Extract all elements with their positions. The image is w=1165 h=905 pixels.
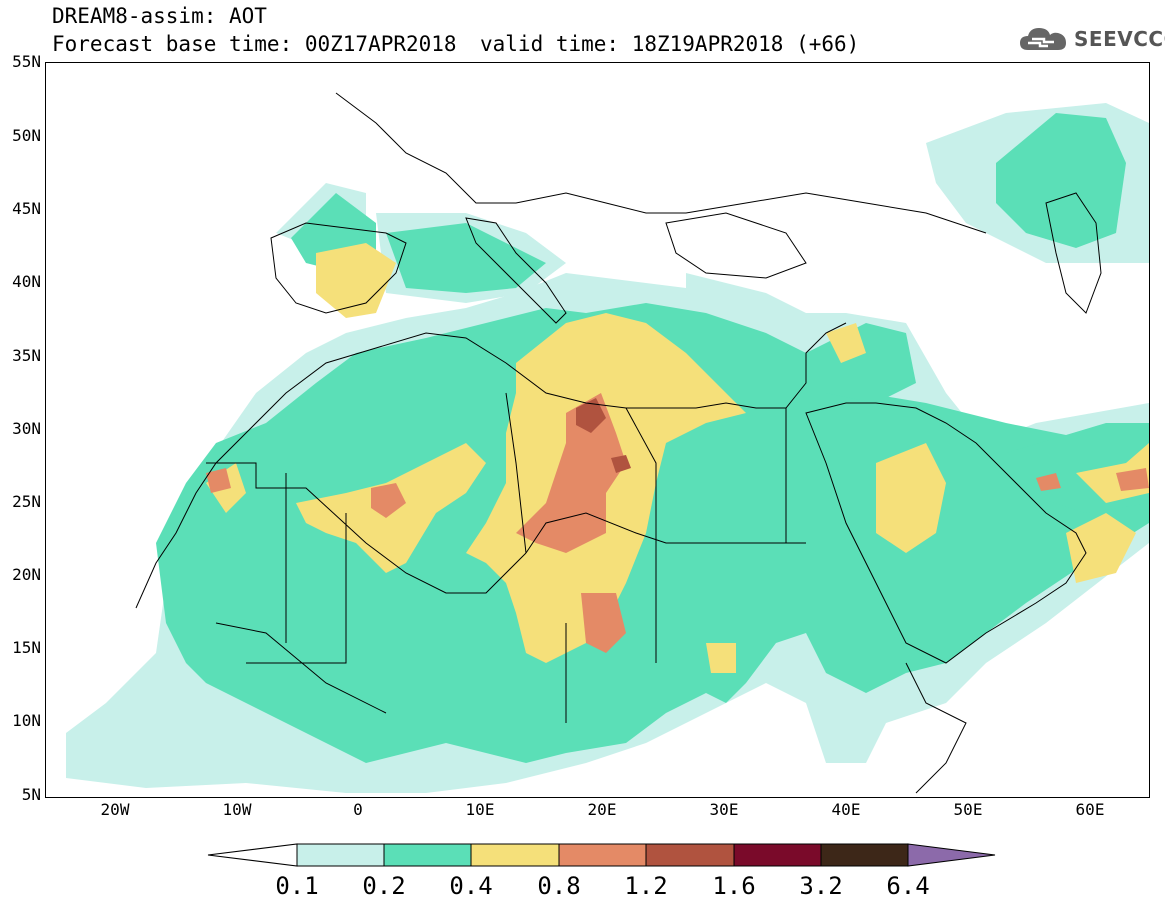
lat-label: 15N [12,638,41,657]
colorbar-segment [820,843,909,867]
lon-label: 10W [222,800,252,819]
seevccc-logo: SEEVCCC [1018,24,1165,54]
lon-label: 40E [831,800,861,819]
lat-label: 20N [12,565,41,584]
colorbar-label: 6.4 [886,872,930,900]
lat-label: 25N [12,492,41,511]
colorbar-label: 0.8 [537,872,581,900]
colorbar-label: 0.4 [449,872,493,900]
colorbar [207,843,996,867]
lon-label: 20W [100,800,130,819]
lat-label: 10N [12,711,41,730]
map-panel [45,62,1150,798]
lat-label: 30N [12,419,41,438]
aot-field-0.4 [206,243,1149,673]
colorbar-low-extend [207,843,298,867]
lat-label: 40N [12,272,41,291]
colorbar-segment [645,843,735,867]
colorbar-label: 1.6 [712,872,756,900]
lon-label: 20E [587,800,617,819]
coastlines [135,92,1102,794]
colorbar-segment [296,843,385,867]
aot-field-1.2 [576,398,631,473]
lon-label: 10E [465,800,495,819]
colorbar-segment [558,843,647,867]
colorbar-segment [733,843,822,867]
colorbar-high-extend [907,843,996,867]
colorbar-label: 0.1 [275,872,319,900]
colorbar-label: 0.2 [362,872,406,900]
lat-label: 50N [12,126,41,145]
lat-label: 5N [21,785,41,804]
aot-field-0.8 [206,393,1149,653]
lon-label: 50E [953,800,983,819]
lon-label: 60E [1075,800,1105,819]
forecast-base-time: Forecast base time: 00Z17APR2018 [52,32,457,56]
aot-field-0.2 [156,113,1149,763]
colorbar-label: 3.2 [799,872,843,900]
cloud-icon [1020,28,1066,50]
lon-label: 30E [709,800,739,819]
colorbar-segment [470,843,560,867]
colorbar-segment [383,843,472,867]
lon-label: 0 [353,800,363,819]
aot-map [66,92,1149,794]
logo-text: SEEVCCC [1074,27,1165,51]
map-title: DREAM8-assim: AOT [52,4,267,28]
lat-label: 35N [12,346,41,365]
lat-label: 55N [12,52,41,71]
valid-time: valid time: 18Z19APR2018 (+66) [480,32,860,56]
colorbar-label: 1.2 [624,872,668,900]
lat-label: 45N [12,199,41,218]
